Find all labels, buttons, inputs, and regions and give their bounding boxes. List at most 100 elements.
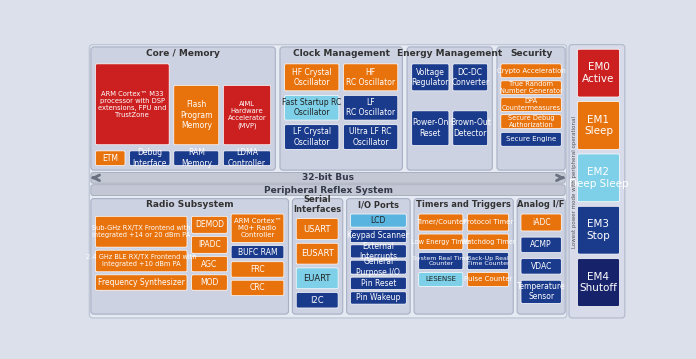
Text: DPA
Countermeasures: DPA Countermeasures bbox=[502, 98, 561, 111]
Text: Debug
Interface: Debug Interface bbox=[132, 149, 167, 168]
Text: EM4
Shutoff: EM4 Shutoff bbox=[580, 272, 617, 293]
Text: Core / Memory: Core / Memory bbox=[146, 48, 220, 57]
Text: EUART: EUART bbox=[303, 274, 331, 283]
FancyBboxPatch shape bbox=[578, 102, 619, 149]
Text: Temperature
Sensor: Temperature Sensor bbox=[517, 282, 565, 302]
Text: I2C: I2C bbox=[310, 296, 324, 305]
FancyBboxPatch shape bbox=[129, 151, 170, 165]
Text: MOD: MOD bbox=[200, 278, 219, 287]
Text: USART: USART bbox=[303, 224, 331, 234]
FancyBboxPatch shape bbox=[578, 206, 619, 254]
Text: True Random
Number Generator: True Random Number Generator bbox=[500, 81, 562, 94]
FancyBboxPatch shape bbox=[468, 234, 509, 250]
FancyBboxPatch shape bbox=[296, 293, 338, 308]
Text: LCD: LCD bbox=[371, 216, 386, 225]
FancyBboxPatch shape bbox=[468, 214, 509, 231]
FancyBboxPatch shape bbox=[296, 243, 338, 264]
FancyBboxPatch shape bbox=[419, 252, 463, 270]
FancyBboxPatch shape bbox=[91, 185, 565, 196]
Text: AGC: AGC bbox=[201, 260, 218, 269]
FancyBboxPatch shape bbox=[412, 64, 449, 91]
FancyBboxPatch shape bbox=[174, 151, 219, 165]
FancyBboxPatch shape bbox=[407, 47, 492, 170]
Text: I/O Ports: I/O Ports bbox=[358, 200, 399, 209]
FancyBboxPatch shape bbox=[351, 214, 406, 227]
FancyBboxPatch shape bbox=[453, 111, 488, 145]
FancyBboxPatch shape bbox=[191, 275, 228, 290]
FancyBboxPatch shape bbox=[501, 115, 561, 129]
FancyBboxPatch shape bbox=[347, 199, 410, 314]
Text: Back-Up Real
Time Counter: Back-Up Real Time Counter bbox=[467, 256, 509, 266]
FancyBboxPatch shape bbox=[95, 250, 187, 272]
FancyBboxPatch shape bbox=[174, 85, 219, 145]
Text: Frequency Synthesizer: Frequency Synthesizer bbox=[98, 278, 184, 287]
Text: LDMA
Controller: LDMA Controller bbox=[228, 149, 266, 168]
FancyBboxPatch shape bbox=[419, 234, 463, 250]
FancyBboxPatch shape bbox=[521, 214, 561, 231]
Text: Crypto Acceleration: Crypto Acceleration bbox=[497, 68, 566, 74]
FancyBboxPatch shape bbox=[285, 64, 339, 91]
FancyBboxPatch shape bbox=[521, 280, 561, 303]
FancyBboxPatch shape bbox=[501, 64, 561, 78]
Text: Secure Debug
Authorization: Secure Debug Authorization bbox=[508, 115, 555, 128]
FancyBboxPatch shape bbox=[569, 45, 625, 318]
FancyBboxPatch shape bbox=[191, 256, 228, 272]
Text: ARM Cortex™ M33
processor with DSP
extensions, FPU and
TrustZone: ARM Cortex™ M33 processor with DSP exten… bbox=[98, 91, 166, 118]
FancyBboxPatch shape bbox=[223, 85, 271, 145]
FancyBboxPatch shape bbox=[578, 49, 619, 97]
FancyBboxPatch shape bbox=[296, 268, 338, 289]
Text: AIML
Hardware
Accelerator
(MVP): AIML Hardware Accelerator (MVP) bbox=[228, 101, 267, 129]
Text: ETM: ETM bbox=[102, 154, 118, 163]
Text: LF Crystal
Oscillator: LF Crystal Oscillator bbox=[293, 127, 331, 147]
FancyBboxPatch shape bbox=[414, 199, 513, 314]
Text: 32-bit Bus: 32-bit Bus bbox=[302, 173, 354, 182]
Text: Keypad Scanner: Keypad Scanner bbox=[347, 232, 409, 241]
Text: Pulse Counter: Pulse Counter bbox=[464, 276, 512, 283]
Text: ACMP: ACMP bbox=[530, 240, 552, 249]
Text: CRC: CRC bbox=[250, 284, 265, 293]
FancyBboxPatch shape bbox=[351, 260, 406, 274]
FancyBboxPatch shape bbox=[521, 237, 561, 252]
Text: System Real Time
Counter: System Real Time Counter bbox=[413, 256, 469, 266]
Text: EM0
Active: EM0 Active bbox=[583, 62, 615, 84]
Text: EUSART: EUSART bbox=[301, 249, 333, 258]
FancyBboxPatch shape bbox=[351, 245, 406, 258]
FancyBboxPatch shape bbox=[521, 259, 561, 274]
FancyBboxPatch shape bbox=[501, 98, 561, 112]
FancyBboxPatch shape bbox=[95, 216, 187, 247]
FancyBboxPatch shape bbox=[231, 214, 284, 243]
Text: FRC: FRC bbox=[250, 265, 264, 274]
Text: Energy Management: Energy Management bbox=[397, 48, 503, 57]
Text: Timer/Counter: Timer/Counter bbox=[416, 219, 466, 225]
FancyBboxPatch shape bbox=[89, 45, 567, 318]
FancyBboxPatch shape bbox=[191, 236, 228, 253]
FancyBboxPatch shape bbox=[497, 47, 565, 170]
FancyBboxPatch shape bbox=[501, 81, 561, 95]
FancyBboxPatch shape bbox=[95, 64, 169, 145]
Text: Low Energy Timer: Low Energy Timer bbox=[411, 239, 470, 245]
FancyBboxPatch shape bbox=[280, 47, 402, 170]
FancyBboxPatch shape bbox=[578, 154, 619, 202]
Text: Flash
Program
Memory: Flash Program Memory bbox=[180, 100, 212, 130]
Text: Ultra LF RC
Oscillator: Ultra LF RC Oscillator bbox=[349, 127, 392, 147]
FancyBboxPatch shape bbox=[191, 216, 228, 233]
Text: Sub-GHz RX/TX Frontend with
integrated +14 or 20 dBm PA: Sub-GHz RX/TX Frontend with integrated +… bbox=[92, 225, 191, 238]
Text: Serial
Interfaces: Serial Interfaces bbox=[294, 195, 342, 214]
FancyBboxPatch shape bbox=[344, 64, 398, 91]
FancyBboxPatch shape bbox=[296, 219, 338, 239]
Text: External
Interrupts: External Interrupts bbox=[359, 242, 397, 261]
Text: Timers and Triggers: Timers and Triggers bbox=[416, 200, 511, 209]
FancyBboxPatch shape bbox=[231, 280, 284, 296]
Text: LESENSE: LESENSE bbox=[425, 276, 457, 283]
Text: DEMOD: DEMOD bbox=[195, 220, 224, 229]
FancyBboxPatch shape bbox=[517, 199, 565, 314]
Text: EM2
Deep Sleep: EM2 Deep Sleep bbox=[569, 167, 628, 188]
Text: HF
RC Oscillator: HF RC Oscillator bbox=[346, 67, 395, 87]
FancyBboxPatch shape bbox=[285, 95, 339, 120]
Text: IPADC: IPADC bbox=[198, 240, 221, 249]
Text: Protocol Timer: Protocol Timer bbox=[463, 219, 513, 225]
Text: Lowest power mode with peripheral operational: Lowest power mode with peripheral operat… bbox=[572, 116, 577, 248]
FancyBboxPatch shape bbox=[231, 246, 284, 259]
Text: Secure Engine: Secure Engine bbox=[506, 136, 556, 142]
FancyBboxPatch shape bbox=[231, 262, 284, 277]
